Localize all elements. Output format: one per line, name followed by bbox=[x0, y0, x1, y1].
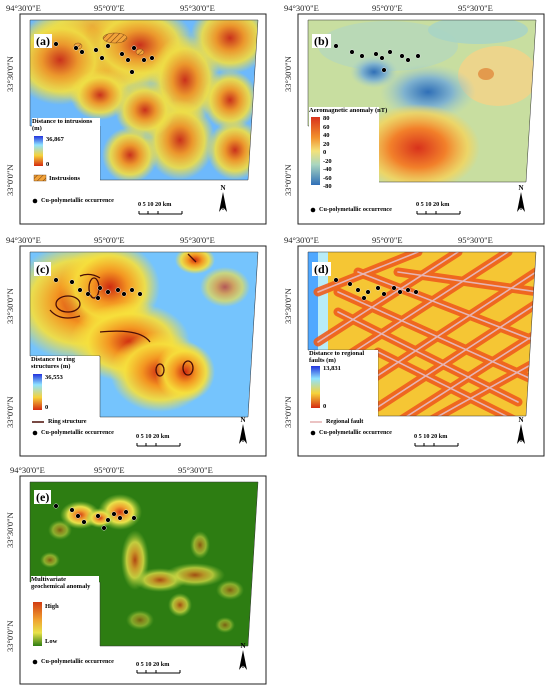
panel-c: 94°30'0"E 95°0'0"E 95°30'0"E 33°30'0"N 3… bbox=[0, 232, 272, 460]
panel-e: 94°30'0"E 95°0'0"E 95°30'0"E 33°30'0"N 3… bbox=[0, 460, 272, 686]
occurrence-points bbox=[53, 503, 137, 531]
lon-label: 95°30'0"E bbox=[458, 235, 493, 245]
legend-tick: -80 bbox=[323, 183, 332, 190]
legend-max: 36,867 bbox=[46, 136, 64, 143]
ring-structures bbox=[49, 253, 197, 377]
north-label: N bbox=[518, 416, 524, 424]
legend-title: Distance to regional faults (m) bbox=[309, 350, 365, 365]
legend-occurrence: Cu-polymetallic occurrence bbox=[319, 206, 392, 213]
legend-tick: 60 bbox=[323, 123, 330, 131]
lon-label: 95°30'0"E bbox=[180, 3, 215, 13]
scale-bar bbox=[138, 211, 183, 215]
legend-d: Distance to regional faults (m) 13,831 0 bbox=[309, 350, 378, 416]
legend-min: 0 bbox=[46, 161, 50, 168]
panel-label: (e) bbox=[34, 490, 52, 504]
lon-label: 95°0'0"E bbox=[94, 465, 125, 475]
scale-bar-label: 0 5 10 20 km bbox=[414, 433, 448, 440]
panel-a: 94°30'0"E 95°0'0"E 95°30'0"E 33°30'0"N 3… bbox=[0, 0, 272, 228]
lon-label: 94°30'0"E bbox=[284, 3, 319, 13]
legend-tick: 40 bbox=[323, 132, 330, 139]
north-label: N bbox=[518, 184, 524, 192]
legend-tick: -60 bbox=[323, 174, 332, 182]
legend-a: Distance to intrusions (m) 36,867 0 Inst… bbox=[32, 118, 100, 184]
scale-bar bbox=[414, 443, 459, 447]
legend-tick: 0 bbox=[323, 149, 327, 156]
panel-d: 94°30'0"E 95°0'0"E 95°30'0"E 33°30'0"N 3… bbox=[278, 232, 550, 460]
legend-max: 13,831 bbox=[323, 365, 341, 372]
legend-min: 0 bbox=[45, 404, 49, 411]
lon-label: 94°30'0"E bbox=[284, 235, 319, 245]
lon-label: 94°30'0"E bbox=[10, 465, 45, 475]
legend-tick: -40 bbox=[323, 166, 332, 173]
legend-occurrence: Cu-polymetallic occurrence bbox=[41, 429, 114, 436]
lon-label: 95°0'0"E bbox=[372, 3, 403, 13]
legend-extra: Ring structure bbox=[48, 418, 87, 425]
panel-label: (a) bbox=[34, 34, 52, 48]
scale-bar bbox=[416, 211, 461, 215]
legend-title: Distance to intrusions (m) bbox=[32, 118, 93, 133]
legend-title: Multivariate geochemical anomaly bbox=[31, 576, 91, 591]
occurrence-points bbox=[53, 41, 155, 75]
panel-label: (d) bbox=[312, 262, 331, 276]
lon-label: 94°30'0"E bbox=[6, 235, 41, 245]
north-label: N bbox=[240, 416, 246, 424]
legend-tick: -20 bbox=[323, 157, 332, 165]
scale-bar-label: 0 5 10 20 km bbox=[416, 201, 450, 208]
legend-occurrence: Cu-polymetallic occurrence bbox=[41, 197, 114, 204]
occurrence-points bbox=[53, 277, 143, 301]
lon-label: 95°30'0"E bbox=[458, 3, 493, 13]
legend-e: Multivariate geochemical anomaly High Lo… bbox=[31, 576, 99, 650]
lon-label: 95°0'0"E bbox=[372, 235, 403, 245]
legend-occurrence: Cu-polymetallic occurrence bbox=[41, 658, 114, 665]
legend-min: Low bbox=[45, 638, 58, 645]
legend-c: Distance to ring structures (m) 36,553 0 bbox=[31, 356, 99, 416]
panel-label: (c) bbox=[34, 262, 52, 276]
lon-label: 95°30'0"E bbox=[178, 465, 213, 475]
legend-b: Aeromagnetic anomaly (nT) 80 60 40 20 0 … bbox=[309, 107, 388, 191]
panel-label: (b) bbox=[312, 34, 331, 48]
north-label: N bbox=[220, 184, 226, 192]
legend-extra: Instrusions bbox=[49, 175, 81, 182]
legend-title: Aeromagnetic anomaly (nT) bbox=[309, 107, 388, 114]
scale-bar-label: 0 5 10 20 km bbox=[136, 661, 170, 668]
lon-label: 95°0'0"E bbox=[94, 3, 125, 13]
legend-extra: Regional fault bbox=[326, 418, 364, 425]
lon-label: 95°0'0"E bbox=[94, 235, 125, 245]
scale-bar-label: 0 5 10 20 km bbox=[138, 201, 172, 208]
scale-bar bbox=[136, 443, 181, 447]
legend-min: 0 bbox=[323, 403, 327, 410]
panel-b: 94°30'0"E 95°0'0"E 95°30'0"E 33°30'0"N 3… bbox=[278, 0, 550, 228]
legend-tick: 20 bbox=[323, 140, 330, 148]
legend-max: High bbox=[45, 603, 59, 610]
legend-max: 36,553 bbox=[45, 374, 63, 381]
occurrence-points bbox=[333, 43, 421, 73]
scale-bar-label: 0 5 10 20 km bbox=[136, 433, 170, 440]
lon-label: 95°30'0"E bbox=[180, 235, 215, 245]
legend-occurrence: Cu-polymetallic occurrence bbox=[319, 429, 392, 436]
legend-title: Distance to ring structures (m) bbox=[31, 356, 76, 371]
scale-bar bbox=[136, 670, 181, 674]
occurrence-points bbox=[333, 277, 419, 301]
north-label: N bbox=[240, 642, 246, 650]
lon-label: 94°30'0"E bbox=[6, 3, 41, 13]
legend-tick: 80 bbox=[323, 115, 330, 122]
